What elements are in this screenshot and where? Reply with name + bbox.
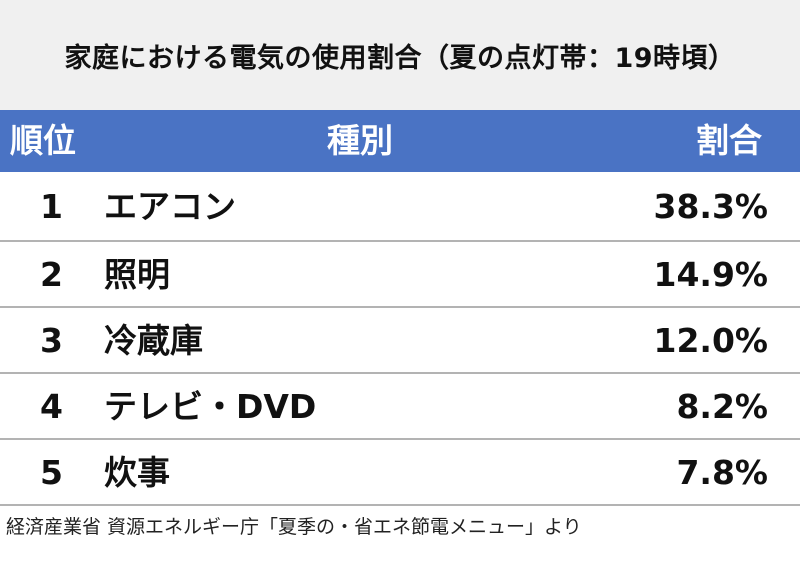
- rank-cell: 1: [40, 187, 63, 226]
- share-cell: 8.2%: [676, 387, 768, 426]
- table-row: 4 テレビ・DVD 8.2%: [0, 374, 800, 440]
- table-row: 1 エアコン 38.3%: [0, 174, 800, 240]
- type-cell: 炊事: [104, 453, 170, 492]
- row-divider: [0, 240, 800, 242]
- header-type: 種別: [327, 121, 393, 160]
- table-title: 家庭における電気の使用割合（夏の点灯帯：19時頃）: [64, 42, 736, 74]
- type-cell: エアコン: [104, 187, 236, 226]
- row-divider: [0, 438, 800, 440]
- source-note: 経済産業省 資源エネルギー庁「夏季の・省エネ節電メニュー」より: [6, 516, 582, 538]
- share-cell: 14.9%: [653, 255, 769, 294]
- header-rank: 順位: [10, 121, 76, 160]
- type-cell: 冷蔵庫: [104, 321, 203, 360]
- table-row: 3 冷蔵庫 12.0%: [0, 308, 800, 374]
- title-band: 家庭における電気の使用割合（夏の点灯帯：19時頃）: [0, 0, 800, 110]
- share-cell: 7.8%: [676, 453, 768, 492]
- row-divider: [0, 306, 800, 308]
- table-header: 順位 種別 割合: [0, 110, 800, 172]
- table-row: 5 炊事 7.8%: [0, 440, 800, 506]
- row-divider: [0, 372, 800, 374]
- type-cell: テレビ・DVD: [104, 387, 317, 426]
- type-cell: 照明: [104, 255, 170, 294]
- header-share: 割合: [696, 121, 762, 160]
- share-cell: 12.0%: [653, 321, 769, 360]
- share-cell: 38.3%: [653, 187, 769, 226]
- table-row: 2 照明 14.9%: [0, 242, 800, 308]
- row-divider: [0, 504, 800, 506]
- rank-cell: 3: [40, 321, 63, 360]
- rank-cell: 5: [40, 453, 63, 492]
- rank-cell: 4: [40, 387, 63, 426]
- rank-cell: 2: [40, 255, 63, 294]
